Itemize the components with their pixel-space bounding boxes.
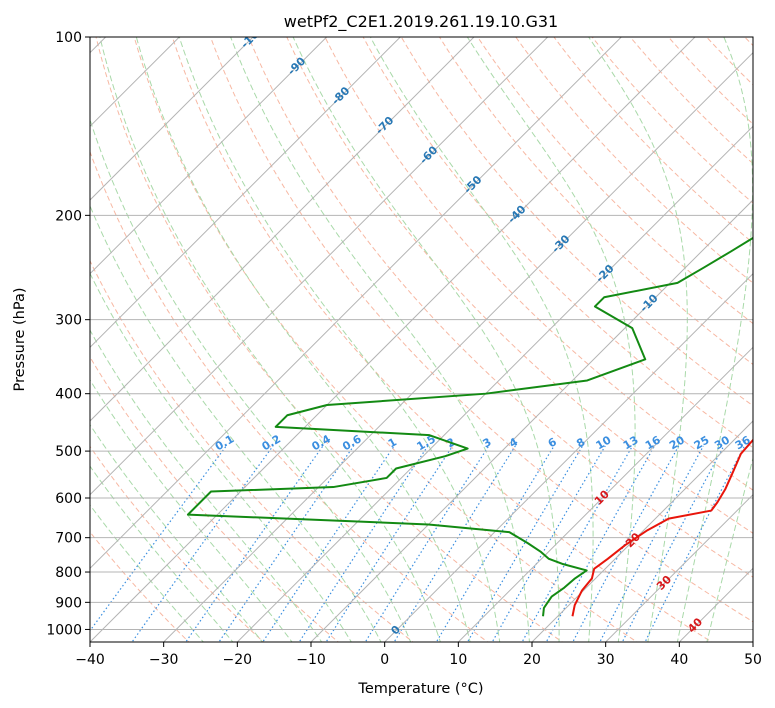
x-tick-label: 40 xyxy=(670,652,688,668)
moist-adiabat-line xyxy=(369,37,594,642)
mixing-ratio-line xyxy=(599,445,704,642)
isotherm-line xyxy=(90,37,181,128)
x-axis-ticks: −40 −30 −20 −10 0 10 20 30 40 50 xyxy=(75,642,762,668)
moist-adiabat-line xyxy=(99,37,441,642)
x-tick-label: −10 xyxy=(296,652,326,668)
moist-adiabat-line xyxy=(466,37,636,642)
dry-adiabat-line xyxy=(90,150,489,642)
mixing-ratio-line xyxy=(364,445,490,642)
isotherm-line xyxy=(90,37,475,422)
x-tick-label: 0 xyxy=(380,652,389,668)
y-tick-label: 800 xyxy=(55,565,82,581)
isotherm-line xyxy=(236,125,753,642)
y-tick-label: 1000 xyxy=(46,622,82,638)
moist-adiabat-line xyxy=(292,37,560,642)
moist-adiabat-line xyxy=(90,379,293,642)
y-tick-label: 300 xyxy=(55,313,82,329)
isotherm-line xyxy=(90,37,328,275)
mixing-ratio-line xyxy=(325,445,454,642)
x-tick-label: 10 xyxy=(449,652,467,668)
mixing-ratio-line xyxy=(466,445,584,642)
y-tick-label: 200 xyxy=(55,208,82,224)
x-tick-label: −30 xyxy=(149,652,179,668)
y-tick-label: 900 xyxy=(55,595,82,611)
dry-adiabat-line xyxy=(286,37,753,534)
moist-adiabat-line xyxy=(676,37,753,642)
x-tick-label: −20 xyxy=(223,652,253,668)
dewpoint-profile-line xyxy=(186,236,753,617)
isotherm-line xyxy=(531,420,753,642)
pressure-gridlines xyxy=(90,37,753,630)
mixing-ratio-line xyxy=(298,445,429,642)
mixing-ratio-line xyxy=(393,445,516,642)
temperature-profile-line xyxy=(571,438,753,617)
sounding-series xyxy=(186,236,753,617)
mixing-ratio-line xyxy=(262,445,395,642)
y-axis-label: Pressure (hPa) xyxy=(12,287,28,391)
y-tick-label: 700 xyxy=(55,531,82,547)
y-tick-label: 100 xyxy=(55,30,82,46)
x-tick-label: −40 xyxy=(75,652,105,668)
isotherm-line xyxy=(310,199,753,642)
dry-adiabat-line xyxy=(324,37,753,491)
mixing-ratio-line xyxy=(572,445,680,642)
x-tick-label: 50 xyxy=(744,652,762,668)
x-tick-label: 30 xyxy=(597,652,615,668)
dry-adiabat-line xyxy=(171,37,713,642)
isotherm-line xyxy=(90,37,254,201)
mixing-ratio-line xyxy=(218,445,355,642)
moist-adiabat-line xyxy=(90,329,323,642)
y-tick-label: 600 xyxy=(55,491,82,507)
isotherm-line xyxy=(90,37,402,349)
dry-adiabat-line xyxy=(248,37,753,578)
y-axis-ticks: 100 200 300 400 500 600 700 800 900 1000 xyxy=(46,30,90,638)
y-tick-label: 400 xyxy=(55,387,82,403)
moist-adiabat-line xyxy=(230,37,530,642)
isotherms xyxy=(90,37,753,642)
dry-adiabat-line xyxy=(362,37,753,449)
x-axis-label: Temperature (°C) xyxy=(357,681,483,697)
chart-title: wetPf2_C2E1.2019.261.19.10.G31 xyxy=(284,12,558,32)
isotherm-line xyxy=(457,346,753,642)
y-tick-label: 500 xyxy=(55,444,82,460)
plot-frame xyxy=(89,36,754,643)
isotherm-line xyxy=(162,51,753,642)
dry-adiabat-line xyxy=(438,37,753,366)
isotherm-line xyxy=(90,37,696,642)
isotherm-line xyxy=(604,493,753,642)
plot-area: -100-90-80-70-60-50-40-30-20-10010203040… xyxy=(90,37,753,642)
isotherm-line xyxy=(90,37,623,570)
moist-adiabat-line xyxy=(178,37,501,642)
mixing-ratio-line xyxy=(185,445,324,642)
moist-adiabat-line xyxy=(588,37,688,642)
isotherm-line xyxy=(383,272,753,642)
isotherm-line xyxy=(90,37,549,496)
moist-adiabat-line xyxy=(135,37,471,642)
x-tick-label: 20 xyxy=(523,652,541,668)
